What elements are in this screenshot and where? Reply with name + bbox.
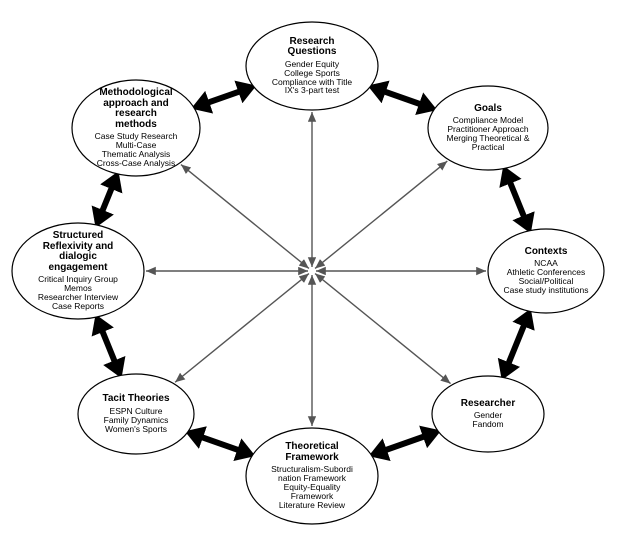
node-body-goals: Compliance Model Practitioner Approach M… [447,116,530,152]
node-research-questions: Research QuestionsGender Equity College … [246,22,378,110]
ring-arrow-tacit-theories-structured-reflexivity [98,320,119,373]
node-title-goals: Goals [474,104,502,115]
ring-arrow-research-questions-goals [373,88,431,109]
spoke-goals [315,161,447,268]
node-structured-reflexivity: Structured Reflexivity and dialogic enga… [12,223,144,319]
node-title-contexts: Contexts [525,247,568,258]
node-contexts: ContextsNCAA Athletic Conferences Social… [488,229,604,313]
spoke-methodological-approach [181,165,309,269]
node-title-methodological-approach: Methodological approach and research met… [99,88,172,130]
node-body-research-questions: Gender Equity College Sports Compliance … [272,60,352,96]
node-theoretical-framework: Theoretical FrameworkStructuralism-Subor… [246,428,378,524]
diagram-canvas: { "diagram": { "type": "network", "width… [0,0,624,543]
node-body-theoretical-framework: Structuralism-Subordi nation Framework E… [271,465,353,510]
node-methodological-approach: Methodological approach and research met… [72,80,200,176]
ring-arrow-goals-contexts [506,171,529,228]
node-body-structured-reflexivity: Critical Inquiry Group Memos Researcher … [38,275,118,311]
node-tacit-theories: Tacit Theories ESPN Culture Family Dynami… [78,374,194,454]
node-title-research-questions: Research Questions [288,37,337,58]
node-body-contexts: NCAA Athletic Conferences Social/Politic… [503,259,588,295]
node-title-tacit-theories: Tacit Theories [102,394,169,405]
node-body-researcher: Gender Fandom [472,411,503,429]
node-title-theoretical-framework: Theoretical Framework [285,442,338,463]
ring-arrow-contexts-researcher [504,314,529,375]
node-goals: GoalsCompliance Model Practitioner Appro… [428,86,548,170]
ring-arrow-methodological-approach-research-questions [197,88,251,107]
node-body-methodological-approach: Case Study Research Multi-Case Thematic … [95,132,178,168]
node-body-tacit-theories: ESPN Culture Family Dynamics Women's Spo… [104,407,169,434]
ring-arrow-theoretical-framework-tacit-theories [190,433,249,454]
spoke-researcher [315,274,450,384]
ring-arrow-researcher-theoretical-framework [374,433,435,455]
ring-arrow-structured-reflexivity-methodological-approach [98,177,116,222]
node-title-structured-reflexivity: Structured Reflexivity and dialogic enga… [43,231,114,273]
node-researcher: ResearcherGender Fandom [432,376,544,452]
spoke-tacit-theories [175,274,309,383]
node-title-researcher: Researcher [461,399,515,410]
